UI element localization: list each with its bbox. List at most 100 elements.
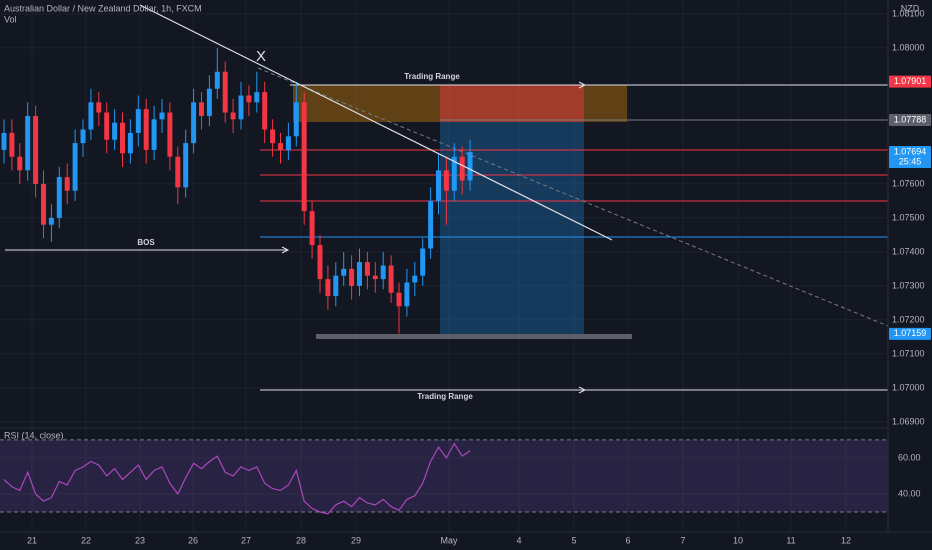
candle-body: [33, 115, 39, 184]
y-tick-label: 1.07000: [892, 382, 925, 392]
x-tick-label: 27: [241, 535, 251, 545]
y-tick-label: 40.00: [898, 488, 921, 498]
annotation: X: [256, 48, 266, 65]
candle-body: [191, 102, 197, 144]
candle-body: [262, 92, 268, 130]
annotation: Trading Range: [417, 392, 473, 401]
y-tick-label: 1.07400: [892, 246, 925, 256]
price-badge: [889, 145, 931, 168]
candle-body: [214, 71, 220, 89]
candle-body: [238, 95, 244, 120]
x-tick-label: 4: [516, 535, 521, 545]
y-tick-label: 1.07600: [892, 178, 925, 188]
stop-box: [440, 85, 584, 122]
candle-body: [285, 136, 291, 150]
candle-body: [222, 71, 228, 113]
grid: [0, 0, 888, 532]
candle-body: [25, 115, 31, 171]
candle-body: [41, 183, 46, 225]
price-badge-label: 1.07694: [894, 146, 927, 156]
candle-body: [293, 102, 299, 137]
annotation: BOS: [137, 238, 155, 247]
arrow-head: [578, 386, 587, 394]
candle-body: [459, 156, 465, 181]
y-tick-label: 60.00: [898, 452, 921, 462]
candle-body: [230, 112, 236, 120]
candle-body: [412, 275, 418, 283]
candle-body: [467, 151, 473, 181]
candle-body: [380, 265, 386, 280]
rsi-line: [3, 442, 471, 515]
candle-body: [443, 170, 449, 191]
arrow-head: [578, 81, 587, 89]
candle-body: [143, 109, 149, 150]
candle-body: [309, 211, 315, 246]
candle-body: [436, 170, 441, 201]
candle-body: [420, 248, 426, 276]
candle-body: [301, 102, 307, 212]
candle-body: [270, 129, 276, 144]
countdown: 25:45: [899, 156, 922, 166]
trend-projection: [257, 67, 889, 327]
candle-body: [72, 143, 78, 191]
candle-body: [254, 92, 260, 103]
candle-body: [341, 268, 347, 276]
x-tick-label: 10: [733, 535, 743, 545]
candle-body: [206, 88, 212, 116]
candle-body: [388, 265, 394, 293]
candle-body: [9, 132, 15, 157]
axes: 1.08100 1.08000 1.07600 1.07500 1.07400 1.073…: [27, 8, 931, 545]
candle-body: [278, 143, 283, 150]
candle-body: [364, 262, 370, 276]
price-badge: [889, 114, 931, 127]
candle-body: [127, 132, 133, 154]
x-tick-label: 11: [786, 535, 795, 545]
candle-body: [80, 129, 86, 144]
x-tick-label: May: [440, 535, 458, 545]
candle-body: [48, 217, 54, 225]
candle-body: [56, 177, 62, 218]
candle-body: [404, 282, 410, 307]
x-tick-label: 22: [81, 535, 91, 545]
candle-body: [1, 132, 7, 150]
candle-body: [96, 102, 102, 113]
x-tick-label: 21: [27, 535, 37, 545]
y-tick-label: 1.08000: [892, 42, 925, 52]
candles: [1, 47, 473, 334]
candle-body: [325, 279, 331, 297]
candle-body: [357, 262, 362, 286]
rsi-title: RSI (14, close): [4, 430, 64, 440]
candle-body: [159, 112, 165, 120]
y-tick-label: 1.07500: [892, 212, 925, 222]
trend-line: [139, 4, 613, 241]
price-badge: [889, 75, 931, 88]
x-tick-label: 26: [188, 535, 198, 545]
x-tick-label: 23: [135, 535, 145, 545]
price-badge-label: 1.07788: [894, 114, 927, 124]
x-tick-label: 29: [351, 535, 361, 545]
x-tick-label: 28: [296, 535, 306, 545]
x-tick-label: 6: [625, 535, 630, 545]
target-box: [440, 122, 584, 334]
candle-body: [451, 156, 457, 191]
y-tick-label: 1.07300: [892, 280, 925, 290]
candle-body: [317, 245, 323, 280]
y-tick-label: 1.07100: [892, 348, 925, 358]
candle-body: [112, 122, 118, 140]
currency: NZD: [901, 3, 920, 13]
y-tick-label: 1.07200: [892, 314, 925, 324]
price-badge-label: 1.07159: [894, 328, 927, 338]
volume-label: Vol: [4, 14, 17, 24]
candle-body: [349, 268, 355, 286]
candle-body: [246, 95, 252, 103]
rsi-pane: RSI (14, close): [0, 430, 888, 515]
price-axis: [888, 0, 932, 550]
y-tick-label: 1.06900: [892, 416, 925, 426]
y-tick-label: 1.08100: [892, 8, 925, 18]
x-tick-label: 12: [841, 535, 851, 545]
candle-body: [64, 177, 70, 191]
price-badge: [889, 327, 931, 340]
candle-body: [175, 156, 181, 188]
